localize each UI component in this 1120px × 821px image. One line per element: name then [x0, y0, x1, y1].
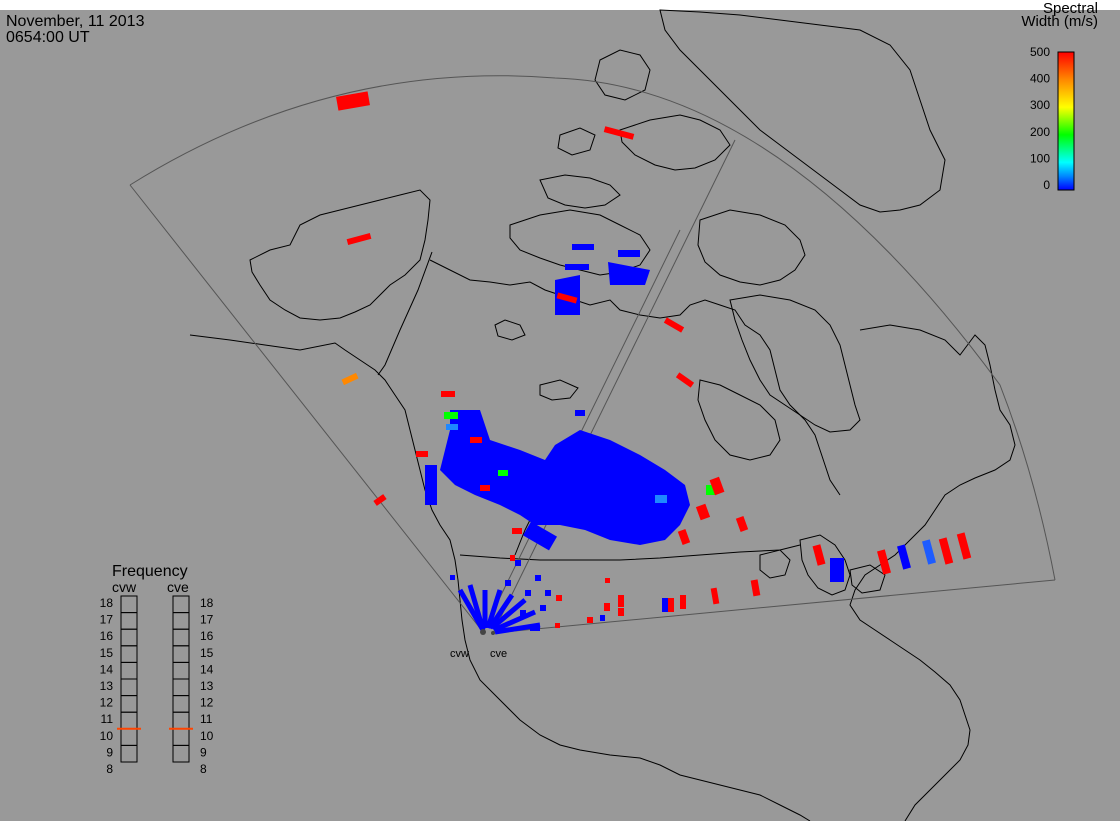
frequency-scale-label: 11: [101, 712, 114, 726]
scatter-cell: [523, 521, 557, 551]
scatter-cell: [341, 372, 359, 386]
frequency-scale-label: 9: [106, 745, 113, 759]
colorbar-tick-label: 200: [1030, 125, 1050, 139]
frequency-column-cve: [172, 595, 190, 763]
colorbar-tick-label: 300: [1030, 98, 1050, 112]
scatter-cell: [830, 558, 844, 582]
radar-label-cve: cve: [490, 648, 507, 660]
frequency-scale-label: 13: [200, 679, 214, 693]
colorbar-title-line2: Width (m/s): [1021, 13, 1098, 30]
frequency-panel: Frequency cvw cve 18 17 16 15 14 13 12 11 10 9 8 1…: [100, 563, 214, 776]
frequency-title: Frequency: [112, 563, 188, 580]
frequency-scale-label: 11: [200, 712, 213, 726]
radar-site-cve: [491, 631, 495, 635]
scatter-dots-near: [450, 410, 605, 631]
frequency-scale-label: 17: [100, 613, 114, 627]
scatter-region-main: [440, 410, 690, 545]
frequency-scale-label: 18: [200, 596, 214, 610]
scatter-region-arctic-2: [608, 262, 650, 285]
radar-label-cvw: cvw: [450, 648, 469, 660]
frequency-scale-label: 10: [100, 729, 114, 743]
frequency-scale-label: 18: [100, 596, 114, 610]
scatter-cell: [498, 470, 508, 476]
scatter-cell: [446, 424, 458, 430]
scatter-cells-high: [336, 91, 972, 628]
frequency-scale-label: 8: [106, 762, 113, 776]
map-background: [0, 10, 1120, 821]
frequency-scale-label: 15: [200, 646, 214, 660]
frequency-scale-right: 18 17 16 15 14 13 12 11 10 9 8: [200, 596, 214, 776]
backscatter-layer: [336, 91, 972, 635]
fov-cve-left-edge: [492, 139, 736, 634]
colorbar-tick-label: 500: [1030, 45, 1050, 59]
colorbar-tick-label: 0: [1043, 178, 1050, 192]
frequency-scale-label: 12: [200, 696, 214, 710]
frequency-radar-left: cvw: [112, 579, 137, 595]
frequency-scale-label: 13: [100, 679, 114, 693]
frequency-scale-label: 8: [200, 762, 207, 776]
fov-cvw-left-edge: [129, 184, 484, 633]
coastline-layer: [189, 9, 1016, 821]
scatter-cell: [618, 250, 640, 257]
time-label: 0654:00 UT: [6, 29, 90, 46]
scatter-cell: [565, 264, 589, 270]
scatter-cell: [444, 412, 458, 419]
scatter-cell: [922, 539, 936, 565]
scatter-cell: [572, 244, 594, 250]
frequency-scale-left: 18 17 16 15 14 13 12 11 10 9 8: [100, 596, 114, 776]
frequency-scale-label: 16: [100, 629, 114, 643]
date-label: November, 11 2013: [6, 13, 145, 30]
colorbar-title-line1: Spectral: [1043, 0, 1098, 17]
colorbar-tick-label: 100: [1030, 151, 1050, 165]
frequency-scale-label: 10: [200, 729, 214, 743]
frequency-scale-label: 17: [200, 613, 214, 627]
colorbar-tick-label: 400: [1030, 72, 1050, 86]
frequency-cell-cve: [172, 744, 190, 763]
scatter-cell: [662, 598, 668, 612]
fov-cve-bottom-edge: [492, 579, 1056, 634]
radar-site-cvw: [480, 629, 486, 635]
frequency-scale-label: 15: [100, 646, 114, 660]
frequency-scale-label: 12: [100, 696, 114, 710]
radar-sites: cvw cve: [450, 629, 507, 660]
frequency-radar-right: cve: [167, 579, 189, 595]
frequency-cell-cvw: [120, 744, 138, 763]
colorbar: Spectral Width (m/s) 500 400 300 200 100 0: [1021, 0, 1098, 192]
colorbar-gradient: [1057, 51, 1075, 191]
scatter-region-arctic: [555, 275, 580, 315]
fov-outer-arc: [129, 75, 1056, 581]
scatter-cell: [706, 485, 716, 495]
scatter-cell: [655, 495, 667, 503]
frequency-column-cvw: [120, 595, 138, 763]
scatter-cell: [897, 544, 911, 570]
frequency-scale-label: 16: [200, 629, 214, 643]
frequency-scale-label: 14: [100, 662, 114, 676]
frequency-scale-label: 14: [200, 662, 214, 676]
colorbar-ticks: 500 400 300 200 100 0: [1030, 45, 1050, 192]
frequency-scale-label: 9: [200, 745, 207, 759]
scatter-cell: [425, 465, 437, 505]
